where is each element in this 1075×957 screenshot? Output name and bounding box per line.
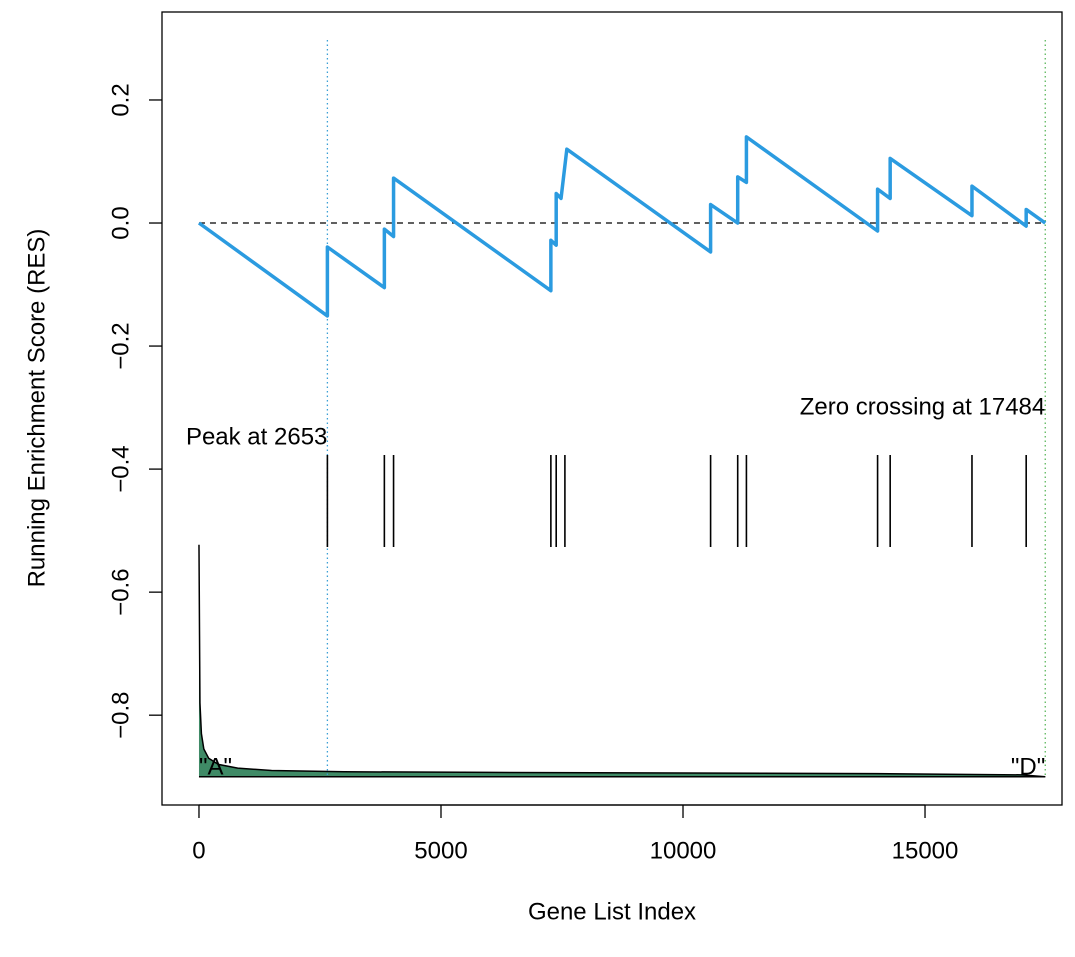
metric-line	[198, 544, 1046, 778]
y-tick-label: −0.8	[107, 691, 134, 738]
x-tick-label: 5000	[414, 837, 467, 864]
y-tick-label: 0.0	[107, 206, 134, 239]
y-tick-label: −0.6	[107, 568, 134, 615]
res-line	[197, 135, 1047, 318]
y-axis-label: Running Enrichment Score (RES)	[23, 229, 50, 588]
annotation: Peak at 2653	[186, 423, 327, 450]
annotation: "D"	[1011, 753, 1045, 780]
metric-area	[198, 544, 1046, 777]
x-tick-label: 10000	[650, 837, 717, 864]
y-tick-label: 0.2	[107, 83, 134, 116]
x-tick-label: 15000	[892, 837, 959, 864]
annotation: "A"	[199, 753, 232, 780]
y-tick-label: −0.2	[107, 322, 134, 369]
x-axis-label: Gene List Index	[528, 898, 696, 925]
annotation: Zero crossing at 17484	[800, 393, 1045, 420]
y-tick-label: −0.4	[107, 445, 134, 492]
x-tick-label: 0	[192, 837, 205, 864]
